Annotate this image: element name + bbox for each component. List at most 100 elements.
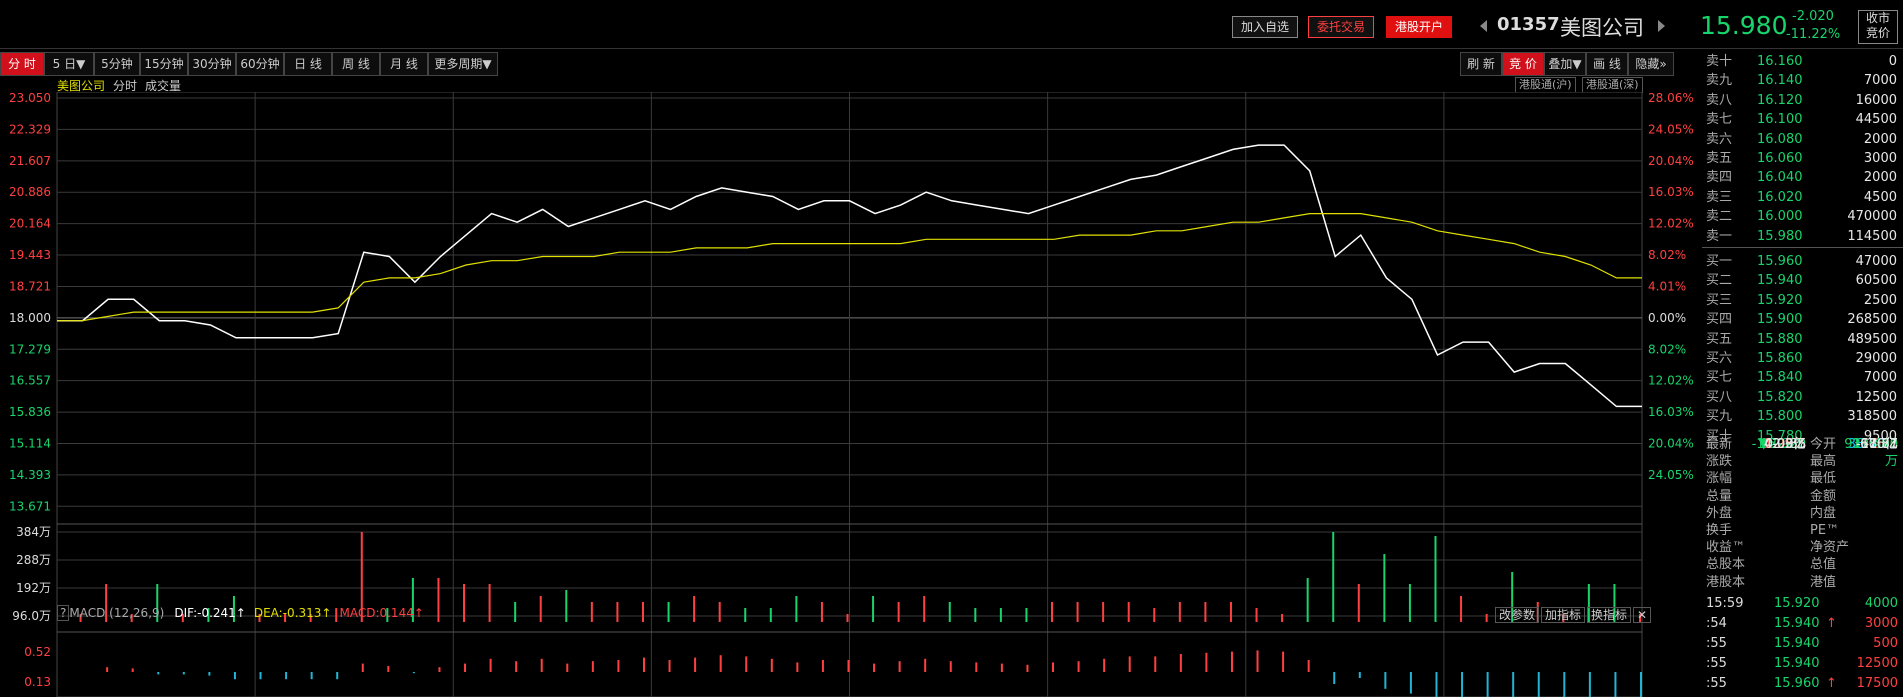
order-price: 16.140 [1757,73,1803,89]
tab-more-periods[interactable]: 更多周期▼ [428,52,498,76]
order-level-label: 买三 [1706,292,1733,308]
trade-price: 15.940 [1774,656,1820,671]
volume-bar [463,584,466,622]
macd-header: ? MACD (12,26,9) DIF:-0.241↑ DEA:-0.313↑ MAC… [57,605,424,621]
order-volume: 9500 [1863,428,1897,444]
tab-5day[interactable]: 5 日▼ [44,52,94,76]
price-tick-label: 18.000 [9,311,51,325]
hk-connect-sh-tag[interactable]: 港股通(沪) [1515,77,1576,93]
tab-monthly[interactable]: 月 线 [380,52,428,76]
trade-price: 15.940 [1774,636,1820,651]
tab-15min[interactable]: 15分钟 [140,52,188,76]
macd-dea: DEA:-0.313↑ [253,606,332,620]
macd-bar [361,663,364,672]
order-book-row[interactable]: 卖一 15.980 114500 [1702,227,1903,246]
order-book-row[interactable]: 卖七 16.100 44500 [1702,110,1903,129]
trade-volume: 17500 [1856,676,1898,691]
auction-button[interactable]: 竞 价 [1502,52,1544,76]
stat-label: PE™ [1810,523,1840,538]
macd-bar [1614,672,1617,697]
macd-bar [285,672,288,680]
order-level-label: 卖四 [1706,170,1733,186]
order-level-label: 买四 [1706,312,1733,328]
chart-volume-label: 成交量 [145,79,182,93]
tab-60min[interactable]: 60分钟 [236,52,284,76]
trade-time: :54 [1706,616,1727,631]
order-book-row[interactable]: 卖六 16.080 2000 [1702,130,1903,149]
prev-stock-icon[interactable] [1480,20,1487,32]
add-indicator-button[interactable]: 加指标 [1541,607,1586,623]
percent-tick-label: 12.02% [1648,217,1694,231]
order-volume: 3000 [1863,151,1897,166]
hide-button[interactable]: 隐藏» [1628,52,1674,76]
order-price: 16.000 [1757,209,1803,225]
macd-bar [182,672,185,675]
order-book-row[interactable]: 卖十 16.160 0 [1702,52,1903,71]
hk-connect-sz-tag[interactable]: 港股通(深) [1582,77,1643,93]
tab-intraday[interactable]: 分 时 [0,52,44,76]
switch-indicator-button[interactable]: 换指标 [1587,607,1632,623]
price-tick-label: 15.836 [9,405,51,419]
price-tick-label: 17.279 [9,342,51,356]
order-book-row[interactable]: 买一 15.960 47000 [1702,252,1903,271]
trade-button[interactable]: 委托交易 [1308,16,1375,38]
next-stock-icon[interactable] [1658,20,1665,32]
volume-tick-label: 96.0万 [12,609,51,623]
order-book-row[interactable]: 买七 15.840 7000 [1702,368,1903,387]
tab-daily[interactable]: 日 线 [284,52,332,76]
chart-stock-name: 美图公司 [57,79,106,93]
order-level-label: 卖三 [1706,189,1733,205]
last-price: 15.980 [1700,11,1788,40]
hk-account-button[interactable]: 港股开户 [1386,16,1453,38]
volume-bar [232,596,235,622]
macd-help-button[interactable]: ? [57,605,70,621]
percent-tick-label: 8.02% [1648,248,1686,262]
macd-bar [745,656,748,672]
order-price: 16.120 [1757,92,1803,108]
order-book-row[interactable]: 买二 15.940 60500 [1702,271,1903,290]
draw-line-button[interactable]: 画 线 [1586,52,1628,76]
order-level-label: 买一 [1706,254,1733,269]
add-watchlist-button[interactable]: 加入自选 [1232,16,1299,38]
order-book-row[interactable]: 卖三 16.020 4500 [1702,188,1903,207]
intraday-chart[interactable]: 23.050 22.329 21.607 20.886 20.164 19.443 18.7… [0,92,1700,697]
price-line [57,144,1642,408]
overlay-button[interactable]: 叠加▼ [1544,52,1586,76]
tab-weekly[interactable]: 周 线 [332,52,380,76]
order-book-row[interactable]: 买八 15.820 12500 [1702,388,1903,407]
percent-axis: 28.06% 24.05% 20.04% 16.03% 12.02% 8.02% 4.01%… [1648,92,1694,482]
close-auction-button[interactable]: 收市 竞价 [1858,10,1898,44]
macd-bar [1052,662,1055,672]
order-volume: 2000 [1863,131,1897,147]
trade-time: :55 [1706,656,1727,671]
stat-value: 23.050 [1852,437,1899,452]
volume-bar [1332,532,1335,622]
price-tick-label: 14.393 [9,468,51,482]
volume-bar [488,584,491,622]
volume-bar [386,608,389,622]
edit-params-button[interactable]: 改参数 [1495,607,1540,623]
stat-label: 港股本 [1706,574,1746,590]
order-book-row[interactable]: 买三 15.920 2500 [1702,291,1903,310]
close-icon[interactable]: ✕ [1633,607,1652,623]
refresh-button[interactable]: 刷 新 [1460,52,1502,76]
price-series [57,144,1642,408]
stock-name: 美图公司 [1560,16,1644,40]
stat-value: 38.00亿 [1847,437,1898,452]
order-book-row[interactable]: 卖九 16.140 7000 [1702,71,1903,90]
stat-value: 15.980 [1760,437,1807,452]
tab-5min[interactable]: 5分钟 [94,52,140,76]
order-book-row[interactable]: 卖四 16.040 2000 [1702,168,1903,187]
order-book-row[interactable]: 买六 15.860 29000 [1702,349,1903,368]
order-book-row[interactable]: 卖二 16.000 470000 [1702,207,1903,226]
order-book-row[interactable]: 卖八 16.120 16000 [1702,91,1903,110]
order-book-row[interactable]: 买四 15.900 268500 [1702,310,1903,329]
order-book-row[interactable]: 买五 15.880 489500 [1702,330,1903,349]
chart-info-line: 美图公司 分时 成交量 [57,77,189,94]
order-book-row[interactable]: 买九 15.800 318500 [1702,407,1903,426]
macd-bar [668,660,671,672]
order-level-label: 买五 [1706,331,1733,347]
order-book-row[interactable]: 买十 15.780 9500 [1702,427,1903,446]
order-book-row[interactable]: 卖五 16.060 3000 [1702,149,1903,168]
tab-30min[interactable]: 30分钟 [188,52,236,76]
